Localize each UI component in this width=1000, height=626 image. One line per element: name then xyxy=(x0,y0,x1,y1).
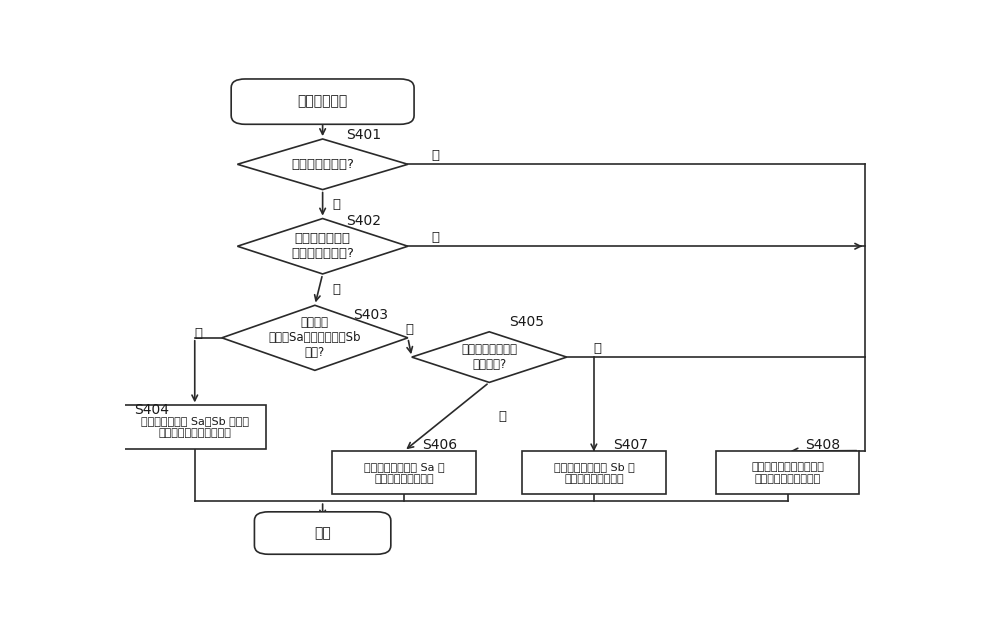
Polygon shape xyxy=(237,139,408,190)
Text: S401: S401 xyxy=(346,128,381,142)
Text: 返回: 返回 xyxy=(314,526,331,540)
FancyBboxPatch shape xyxy=(254,512,391,554)
Text: 其他车辆越过了车
道的边界?: 其他车辆越过了车 道的边界? xyxy=(461,343,517,371)
Text: 有在相邻车道中
并行的其他车辆?: 有在相邻车道中 并行的其他车辆? xyxy=(291,232,354,260)
Text: 是: 是 xyxy=(194,327,202,339)
Text: 否: 否 xyxy=(406,322,414,336)
Text: 是: 是 xyxy=(332,283,340,296)
Text: 为规定速度以上?: 为规定速度以上? xyxy=(291,158,354,171)
Bar xyxy=(522,451,666,495)
Polygon shape xyxy=(237,218,408,274)
Text: S407: S407 xyxy=(613,438,648,453)
Text: S403: S403 xyxy=(354,308,389,322)
Text: S402: S402 xyxy=(346,213,381,228)
Bar xyxy=(332,451,476,495)
Text: 优先确保规定间隔 Sb 而
控制宽度方向的位置: 优先确保规定间隔 Sb 而 控制宽度方向的位置 xyxy=(554,462,634,484)
Bar xyxy=(716,451,859,495)
Text: 以确保规定间隔 Sa、Sb 双方的
方式控制宽度方向的位置: 以确保规定间隔 Sa、Sb 双方的 方式控制宽度方向的位置 xyxy=(141,416,249,438)
Text: S404: S404 xyxy=(134,403,169,417)
Polygon shape xyxy=(222,305,408,371)
Text: 能确保规
定间隔Sa以及规定间隔Sb
双方?: 能确保规 定间隔Sa以及规定间隔Sb 双方? xyxy=(269,316,361,359)
Text: 否: 否 xyxy=(431,149,439,162)
Text: 是: 是 xyxy=(499,410,507,423)
Text: 否: 否 xyxy=(431,231,439,244)
Text: 否: 否 xyxy=(594,342,602,355)
Text: 以使宽度方向的位置成为
车道的中央的方式控制: 以使宽度方向的位置成为 车道的中央的方式控制 xyxy=(751,462,824,484)
Text: 设定行驶位置: 设定行驶位置 xyxy=(298,95,348,109)
Text: 优先确保规定间隔 Sa 而
控制宽度方向的位置: 优先确保规定间隔 Sa 而 控制宽度方向的位置 xyxy=(364,462,444,484)
Polygon shape xyxy=(412,332,567,382)
FancyBboxPatch shape xyxy=(231,79,414,125)
Text: S405: S405 xyxy=(509,315,544,329)
Bar xyxy=(123,405,266,449)
Text: S406: S406 xyxy=(422,438,457,453)
Text: S408: S408 xyxy=(805,438,840,453)
Text: 是: 是 xyxy=(332,198,340,210)
